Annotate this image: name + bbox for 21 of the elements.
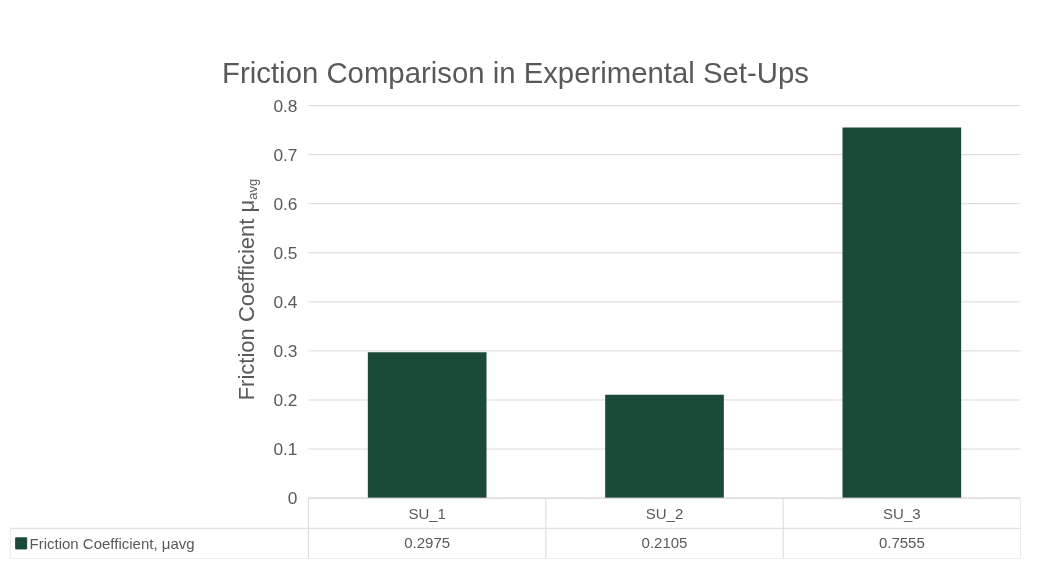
y-tick-label: 0.2 [273, 389, 298, 410]
y-tick-label: 0.3 [273, 340, 298, 361]
y-tick-label: 0.1 [273, 439, 298, 460]
y-tick-label: 0.7 [273, 144, 298, 165]
data-label: 0.7555 [878, 534, 925, 552]
y-tick-label: 0 [287, 488, 298, 509]
x-tick-label: SU_1 [408, 504, 446, 522]
bar [367, 352, 487, 499]
x-tick-label: SU_2 [645, 504, 684, 522]
y-tick-label: 0.4 [273, 291, 298, 312]
y-tick-label: 0.6 [273, 193, 298, 214]
chart-title: Friction Comparison in Experimental Set-Ups [222, 55, 809, 89]
bar [605, 394, 724, 499]
legend-label: Friction Coefficient, μavg [29, 534, 195, 552]
x-tick-label: SU_3 [883, 504, 921, 522]
y-tick-label: 0.8 [273, 95, 298, 116]
y-tick-label: 0.5 [273, 242, 298, 263]
bar [842, 127, 962, 499]
y-axis-title: Friction Coefficient μavg [234, 178, 260, 401]
data-label: 0.2975 [404, 534, 451, 552]
data-label: 0.2105 [641, 534, 688, 552]
